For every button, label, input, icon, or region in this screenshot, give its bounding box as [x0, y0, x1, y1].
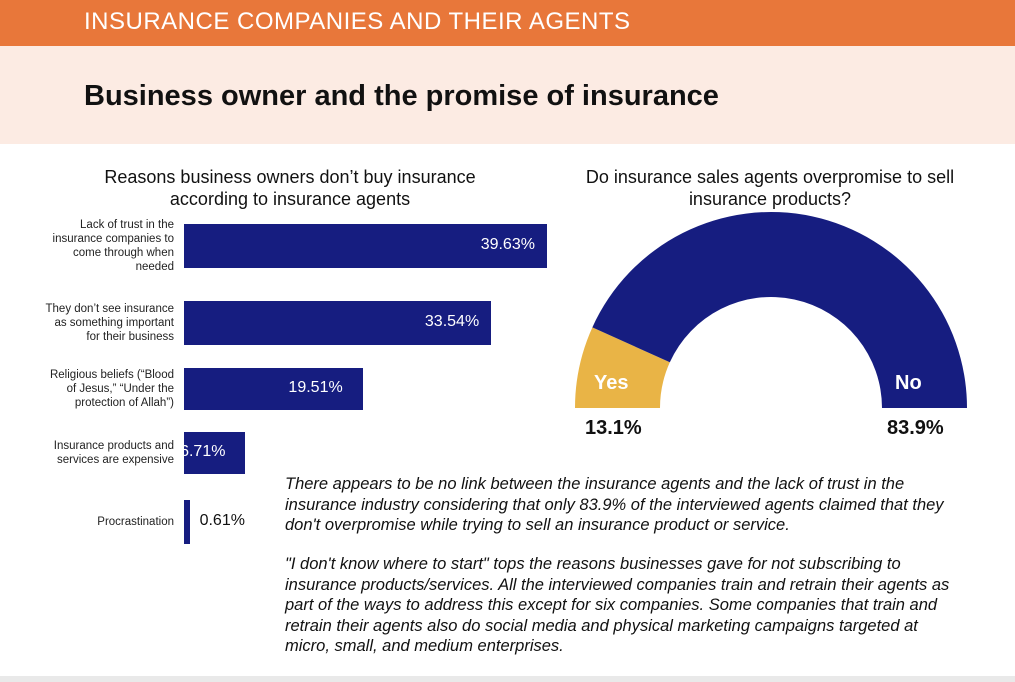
bar-category-label-line: needed — [135, 261, 174, 273]
bar-category-label-line: of Jesus,” “Under the — [66, 383, 174, 395]
bar-chart-title-line: Reasons business owners don’t buy insura… — [104, 167, 476, 187]
bar-category-label-line: as something important — [54, 317, 174, 329]
bar-category-label-line: They don’t see insurance — [45, 303, 175, 315]
bottom-divider — [0, 676, 1015, 682]
page-title: Business owner and the promise of insura… — [84, 80, 719, 112]
bar-category-label-line: Lack of trust in the — [80, 219, 174, 231]
bar-chart-title: Reasons business owners don’t buy insura… — [70, 166, 510, 210]
gauge-value-label-no: 83.9% — [887, 417, 944, 439]
bar-category-label-line: Religious beliefs (“Blood — [49, 369, 174, 381]
gauge-chart-title-line: Do insurance sales agents overpromise to… — [585, 167, 955, 187]
bar-category-label: Insurance products and services are expen… — [10, 439, 174, 467]
gauge-chart-title: Do insurance sales agents overpromise to… — [560, 166, 980, 210]
bar-category-label-line: protection of Allah”) — [74, 397, 174, 409]
gauge-slice-yes — [575, 327, 670, 408]
bar-category-label-line: insurance companies to — [52, 233, 174, 245]
bar-category-label-line: services are expensive — [57, 454, 174, 466]
bar — [184, 301, 492, 345]
bar-category-label: Procrastination — [10, 515, 174, 529]
bar-category-label: Lack of trust in the insurance companies … — [10, 218, 174, 274]
bar — [184, 224, 547, 268]
gauge-value-label-yes: 13.1% — [585, 417, 642, 439]
gauge-category-label-no: No — [895, 372, 922, 394]
bar-category-label: They don’t see insurance as something imp… — [10, 302, 175, 344]
bar-value-label: 19.51% — [288, 379, 343, 396]
bar — [184, 500, 190, 544]
bar-category-label-line: Procrastination — [97, 516, 174, 528]
gauge-category-label-yes: Yes — [594, 372, 629, 394]
bar-category-label-line: Insurance products and — [53, 440, 174, 452]
bar-chart-title-line: according to insurance agents — [169, 189, 411, 209]
gauge-chart-title-line: insurance products? — [688, 189, 852, 209]
bar-category-label-line: come through when — [72, 247, 174, 259]
bar-category-label: Religious beliefs (“Blood of Jesus,” “Und… — [10, 368, 174, 410]
bar-value-label: 39.63% — [480, 236, 535, 253]
bar-value-label: 6.71% — [180, 443, 226, 460]
gauge-slice-no — [592, 212, 967, 408]
banner-label: INSURANCE COMPANIES AND THEIR AGENTS — [84, 8, 631, 35]
bar-category-label-line: for their business — [86, 331, 174, 343]
bar — [184, 432, 246, 474]
note-paragraph-1: There appears to be no link between the … — [285, 475, 944, 534]
bar-value-label: 33.54% — [424, 313, 480, 330]
title-band: Business owner and the promise of insura… — [0, 46, 1015, 144]
note-paragraph-2: "I don't know where to start" tops the r… — [285, 555, 950, 655]
bar-value-label: 0.61% — [199, 512, 245, 529]
section-banner: INSURANCE COMPANIES AND THEIR AGENTS — [0, 0, 1015, 46]
bar — [184, 368, 363, 410]
